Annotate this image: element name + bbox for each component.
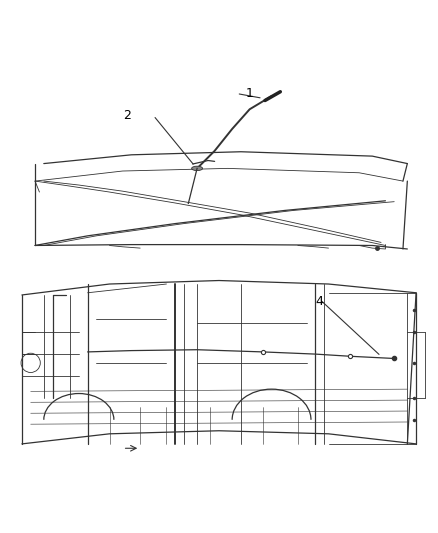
Text: 1: 1 — [245, 87, 253, 100]
Text: 4: 4 — [315, 295, 323, 308]
Text: 2: 2 — [124, 109, 131, 122]
Ellipse shape — [192, 166, 202, 171]
